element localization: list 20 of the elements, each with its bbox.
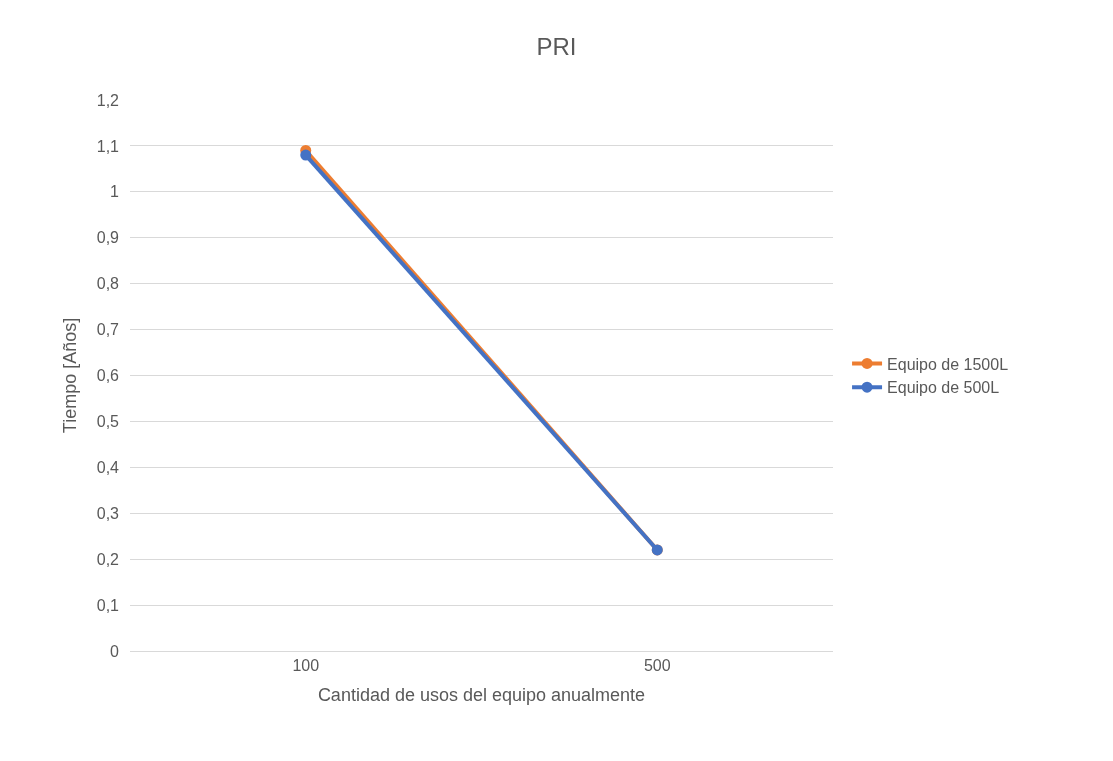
y-tick-label: 0,4 [96,458,120,476]
y-tick-label: 0,9 [96,229,120,247]
x-tick-label: 100 [292,657,320,675]
x-axis-title: Cantidad de usos del equipo anualmente [317,685,646,706]
y-tick-label: 0,5 [96,413,120,431]
legend-label: Equipo de 500L [887,379,1000,397]
legend-label: Equipo de 1500L [887,355,1009,373]
x-tick-label: 500 [643,657,671,675]
y-tick-label: 0,7 [96,321,120,339]
y-axis-title: Tiempo [Años] [59,317,80,434]
y-tick-label: 0,1 [96,596,120,614]
y-tick-label: 0,8 [96,275,120,293]
y-tick-label: 0,6 [96,367,120,385]
y-tick-label: 1,1 [96,137,120,155]
y-tick-label: 0,2 [96,550,120,568]
chart-title: PRI [536,32,577,60]
y-tick-label: 0,3 [96,504,120,522]
y-tick-label: 1 [110,183,120,201]
y-tick-label: 1,2 [96,91,120,109]
y-tick-label: 0 [110,642,120,660]
